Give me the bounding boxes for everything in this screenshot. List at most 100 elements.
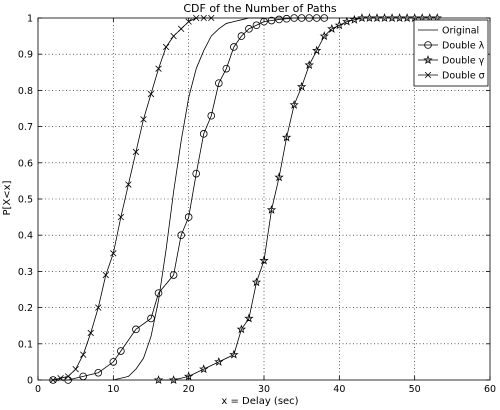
legend-label: Double λ: [442, 41, 485, 52]
x-tick-label: 10: [107, 384, 119, 395]
y-tick-label: 0.2: [18, 303, 33, 314]
star-marker: [266, 204, 277, 214]
star-marker: [183, 371, 194, 381]
series-star: [153, 13, 442, 384]
series-line: [53, 17, 325, 381]
legend-item: Double σ: [418, 71, 485, 82]
star-marker: [423, 55, 433, 64]
star-marker: [319, 31, 329, 41]
y-tick-label: 0.5: [18, 195, 33, 206]
x-marker: [170, 32, 177, 40]
y-tick-label: 0: [27, 376, 33, 387]
series-line: [52, 17, 212, 381]
x-tick-label: 50: [409, 384, 421, 395]
circle-marker: [132, 325, 140, 334]
star-marker: [244, 313, 254, 323]
y-tick-label: 0.8: [18, 86, 33, 97]
x-axis-label: x = Delay (sec): [221, 396, 298, 407]
star-marker: [379, 13, 390, 22]
x-marker: [87, 329, 94, 337]
star-marker: [296, 81, 307, 91]
circle-marker: [424, 41, 432, 49]
plot-frame: [37, 17, 491, 381]
star-marker: [327, 23, 337, 33]
y-tick-label: 0.6: [18, 158, 33, 169]
circle-marker: [177, 231, 185, 240]
circle-marker: [207, 111, 216, 120]
x-marker: [117, 213, 125, 221]
circle-marker: [184, 213, 193, 221]
y-tick-label: 0.1: [18, 339, 33, 350]
star-marker: [402, 13, 412, 22]
x-marker: [125, 181, 132, 188]
x-marker: [177, 25, 185, 33]
x-marker: [140, 116, 147, 123]
star-marker: [409, 13, 420, 22]
x-marker: [147, 90, 155, 98]
x-marker: [64, 373, 72, 380]
star-marker: [387, 13, 397, 22]
circle-marker: [192, 169, 201, 178]
circle-marker: [230, 43, 238, 51]
star-marker: [304, 60, 314, 70]
star-marker: [274, 172, 284, 182]
circle-marker: [252, 21, 261, 30]
series-x: [49, 14, 215, 384]
legend-item: Double λ: [418, 41, 485, 52]
circle-marker: [222, 64, 231, 73]
legend-label: Original: [442, 26, 479, 37]
x-tick-label: 0: [35, 384, 41, 395]
star-marker: [259, 255, 269, 265]
legend-label: Double γ: [442, 56, 485, 67]
x-marker: [424, 71, 432, 79]
ticks: 0 10 20 30 40 50 60 0 0.1 0.2 0.3 0.4 0.5 0.6 0.7 0.8 0.…: [18, 14, 496, 396]
circle-marker: [154, 289, 163, 297]
x-marker: [162, 43, 170, 51]
x-marker: [80, 351, 87, 358]
y-tick-label: 0.3: [18, 267, 33, 278]
y-tick-label: 0.7: [18, 122, 33, 133]
circle-marker: [245, 25, 253, 33]
circle-marker: [267, 16, 276, 25]
star-marker: [342, 16, 352, 26]
star-marker: [349, 14, 360, 24]
star-marker: [432, 13, 442, 22]
legend-item: Original: [418, 26, 479, 37]
star-marker: [425, 13, 435, 22]
star-marker: [199, 364, 209, 374]
circle-marker: [147, 314, 155, 323]
star-marker: [394, 13, 405, 22]
star-marker: [334, 20, 345, 30]
legend: Original Double λ Double γ Double σ: [413, 19, 489, 87]
star-marker: [372, 13, 382, 22]
y-tick-label: 1: [27, 14, 33, 25]
circle-marker: [275, 15, 283, 24]
star-marker: [281, 132, 292, 142]
circle-marker: [169, 271, 178, 279]
star-marker: [289, 99, 299, 109]
star-marker: [153, 375, 164, 384]
circle-marker: [117, 347, 125, 355]
star-marker: [364, 13, 375, 22]
x-tick-label: 20: [183, 384, 195, 395]
x-tick-label: 60: [484, 384, 496, 395]
y-tick-label: 0.4: [18, 231, 33, 242]
x-marker: [102, 271, 109, 279]
x-marker: [155, 65, 162, 72]
circle-marker: [199, 130, 208, 138]
star-marker: [417, 13, 427, 22]
circle-marker: [215, 79, 223, 87]
x-tick-label: 40: [333, 384, 345, 395]
y-axis-label: P[X<x]: [2, 180, 13, 215]
star-marker: [229, 349, 239, 359]
legend-label: Double σ: [442, 71, 485, 82]
x-marker: [72, 365, 79, 373]
x-marker: [185, 18, 192, 25]
grid: [38, 18, 490, 380]
chart-title: CDF of the Number of Paths: [183, 2, 337, 15]
star-marker: [357, 13, 367, 22]
series-line: [113, 17, 264, 381]
star-marker: [312, 45, 322, 55]
circle-marker: [282, 14, 291, 23]
